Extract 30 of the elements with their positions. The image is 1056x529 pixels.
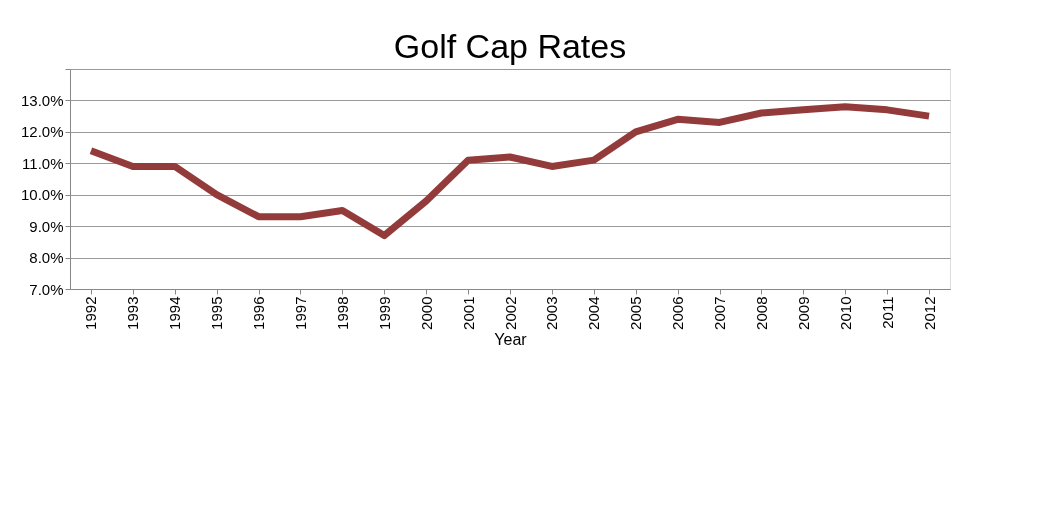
x-tick-label: 2011 [878, 296, 896, 329]
chart-title: Golf Cap Rates [393, 26, 627, 65]
x-tick-label: 1996 [250, 296, 268, 330]
x-tick-label: 2012 [920, 296, 938, 330]
x-tick-label: 2006 [669, 296, 687, 330]
y-tick-label: 12.0% [20, 123, 64, 141]
x-tick-label: 2005 [627, 296, 645, 330]
x-tick-label: 1999 [375, 296, 393, 330]
y-tick-label: 10.0% [20, 186, 64, 204]
x-tick-label: 1997 [291, 296, 309, 330]
y-tick-label: 9.0% [29, 217, 64, 235]
x-tick-label: 2004 [585, 296, 603, 330]
x-tick-label: 2010 [836, 296, 854, 330]
y-tick-label: 13.0% [20, 91, 64, 109]
y-tick-label: 11.0% [22, 154, 64, 172]
x-tick-label: 2002 [501, 296, 519, 330]
y-tick-label: 7.0% [29, 280, 64, 298]
y-tick-label: 8.0% [29, 249, 64, 267]
x-tick-label: 1993 [124, 296, 142, 330]
x-tick-label: 2003 [543, 296, 561, 330]
x-tick-label: 2007 [711, 296, 729, 330]
x-tick-label: 2001 [459, 296, 477, 330]
x-tick-label: 1998 [333, 296, 351, 330]
x-tick-label: 1995 [208, 296, 226, 330]
x-tick-label: 2000 [417, 296, 435, 330]
x-tick-label: 1994 [166, 296, 184, 330]
x-tick-label: 2009 [794, 296, 812, 330]
x-tick-label: 2008 [752, 296, 770, 330]
x-axis-title: Year [494, 330, 528, 348]
x-tick-label: 1992 [82, 296, 100, 330]
